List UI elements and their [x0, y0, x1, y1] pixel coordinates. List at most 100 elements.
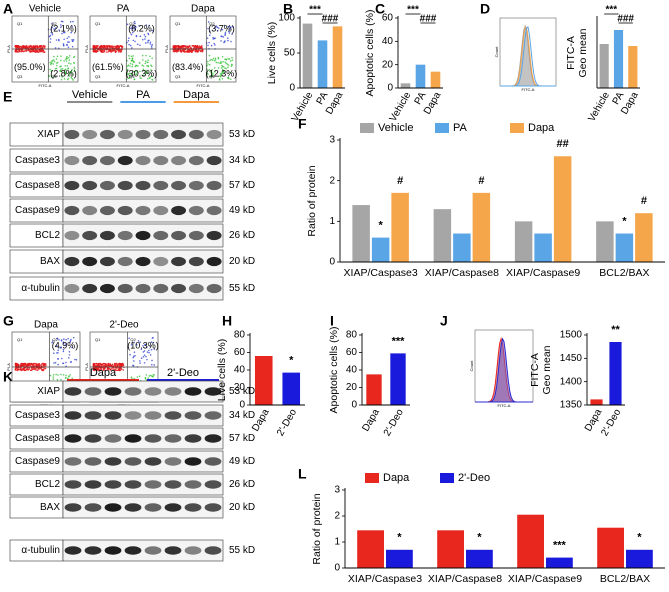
flow-event: [144, 376, 147, 379]
flow-event: [97, 363, 99, 365]
flow-event: [38, 368, 40, 371]
flow-event: [65, 342, 67, 345]
flow-event: [48, 35, 51, 38]
flow-event: [141, 38, 144, 41]
blot-band: [117, 205, 133, 216]
flow-event: [53, 28, 55, 30]
flow-percent: (8.2%): [128, 24, 155, 34]
flow-event: [149, 345, 151, 347]
quadrant-label: Q3: [95, 74, 101, 79]
x-tick-label: Dapa: [324, 90, 346, 117]
blot-band: [184, 480, 202, 489]
x-tick-label: Vehicle: [586, 90, 612, 124]
blot-band: [171, 205, 187, 216]
flow-event: [72, 79, 74, 81]
blot-band: [82, 256, 98, 267]
flow-event: [27, 363, 30, 365]
blot-band: [171, 129, 187, 140]
flow-event: [113, 367, 115, 369]
flow-event: [68, 41, 70, 43]
flow-event: [51, 60, 53, 63]
flow-event: [130, 33, 133, 36]
flow-event: [142, 351, 145, 353]
flow-title: Vehicle: [29, 4, 62, 15]
blot-band: [64, 283, 80, 294]
quadrant-label: Q4: [129, 74, 135, 79]
flow-event: [186, 50, 189, 52]
flow-event: [108, 50, 110, 52]
flow-event: [75, 359, 78, 361]
bar: [371, 237, 390, 262]
flow-axis-label: PI-A: [84, 45, 89, 53]
flow-event: [57, 374, 59, 376]
flow-event: [148, 24, 150, 27]
flow-event: [188, 45, 191, 48]
x-tick-label: 2'-Deo: [275, 407, 299, 438]
bar: [546, 557, 573, 568]
flow-event: [69, 72, 72, 74]
flow-event: [148, 351, 150, 354]
blot-strip: [62, 539, 224, 562]
flow-event: [150, 69, 152, 71]
flow-event: [72, 56, 75, 59]
flow-event: [151, 29, 154, 32]
flow-event: [38, 363, 40, 365]
flow-event: [58, 39, 60, 42]
flow-event: [149, 374, 152, 377]
blot-band: [171, 155, 187, 166]
bar: [626, 549, 653, 568]
y-tick-label: 0: [334, 563, 340, 574]
flow-event: [228, 58, 231, 60]
flow-event: [52, 63, 55, 65]
flow-event: [109, 46, 112, 49]
flow-event: [67, 67, 70, 69]
significance: *: [378, 220, 383, 232]
blot-band: [164, 546, 182, 555]
flow-event: [68, 354, 71, 356]
flow-event: [54, 361, 57, 364]
bar: [433, 209, 452, 262]
flow-event: [134, 22, 136, 25]
flow-event: [119, 369, 121, 371]
flow-event: [103, 368, 105, 370]
flow-event: [213, 42, 215, 45]
blot-band: [204, 503, 222, 512]
y-axis-label: Live cells (%): [216, 339, 228, 401]
flow-event: [139, 35, 142, 38]
flow-event: [224, 34, 226, 37]
flow-event: [26, 367, 29, 369]
flow-event: [70, 70, 73, 73]
legend-swatch: [440, 473, 454, 483]
flow-event: [214, 44, 216, 46]
blot-band: [64, 256, 80, 267]
flow-event: [62, 362, 65, 365]
flow-event: [71, 73, 74, 76]
flow-event: [62, 44, 65, 46]
flow-event: [153, 348, 156, 350]
blot-band: [135, 155, 151, 166]
blot-band: [99, 155, 115, 166]
flow-event: [73, 70, 76, 73]
flow-event: [63, 31, 66, 34]
flow-event: [105, 46, 108, 48]
significance: #: [641, 195, 647, 207]
blot-band: [64, 155, 80, 166]
flow-event: [50, 63, 52, 66]
flow-event: [211, 59, 214, 61]
flow-event: [131, 74, 134, 76]
hist-axis-label: FITC-A: [522, 87, 535, 92]
flow-event: [67, 73, 70, 76]
flow-event: [199, 50, 202, 53]
flow-event: [130, 27, 132, 30]
significance: ***: [392, 335, 406, 347]
y-tick-label: 80: [234, 330, 246, 341]
flow-event: [217, 56, 220, 59]
flow-event: [129, 65, 131, 67]
flow-event: [135, 343, 138, 346]
legend-label: 2'-Deo: [458, 472, 490, 484]
flow-event: [36, 44, 38, 47]
flow-event: [128, 72, 131, 75]
flow-event: [67, 377, 69, 380]
y-tick-label: 1350: [560, 400, 583, 411]
